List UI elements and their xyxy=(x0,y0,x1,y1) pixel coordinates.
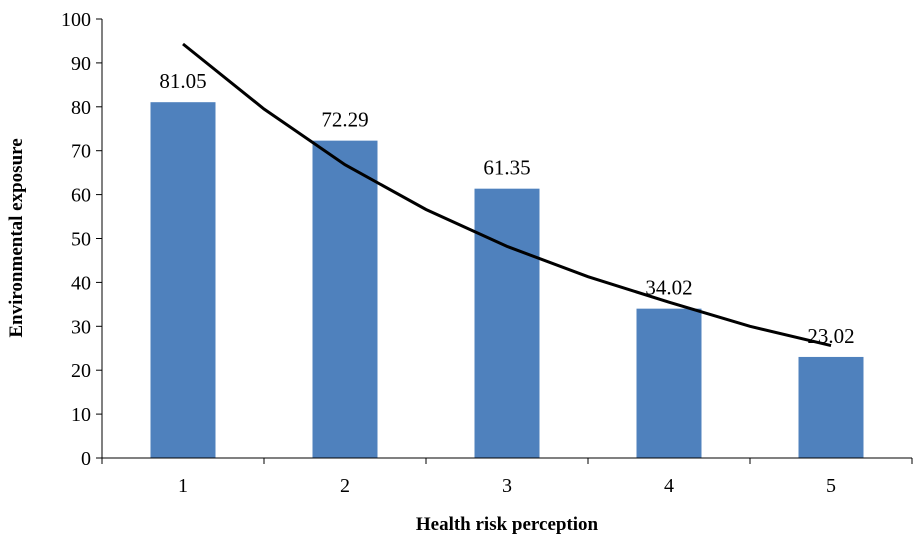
data-label-1: 81.05 xyxy=(159,69,206,93)
y-tick-label: 40 xyxy=(71,272,91,294)
trendline xyxy=(182,42,832,348)
y-tick-label: 10 xyxy=(71,404,91,426)
y-tick-label: 90 xyxy=(71,53,91,75)
x-axis: 1 2 3 4 5 xyxy=(101,457,913,497)
y-tick-label: 100 xyxy=(61,9,91,31)
y-tick-label: 50 xyxy=(71,229,91,251)
bar-2 xyxy=(312,140,378,458)
x-tick-label: 1 xyxy=(178,475,188,497)
x-tick-label: 5 xyxy=(826,475,836,497)
bar-4 xyxy=(636,308,702,458)
y-tick-label: 0 xyxy=(81,448,91,470)
data-label-2: 72.29 xyxy=(321,108,368,132)
y-tick-label: 70 xyxy=(71,141,91,163)
y-tick-label: 60 xyxy=(71,185,91,207)
y-axis: 0 10 20 30 40 50 60 70 80 90 100 xyxy=(61,9,103,470)
y-axis-title: Environmental exposure xyxy=(6,138,27,337)
data-label-5: 23.02 xyxy=(807,324,854,348)
data-label-3: 61.35 xyxy=(483,156,530,180)
y-tick-label: 20 xyxy=(71,360,91,382)
y-tick-label: 80 xyxy=(71,97,91,119)
data-labels-group: 81.05 72.29 61.35 34.02 23.02 xyxy=(159,69,854,348)
x-tick-label: 3 xyxy=(502,475,512,497)
bar-1 xyxy=(150,102,216,459)
bar-5 xyxy=(798,356,864,458)
bars-group xyxy=(150,102,864,459)
x-tick-label: 2 xyxy=(340,475,350,497)
bar-3 xyxy=(474,188,540,458)
x-tick-label: 4 xyxy=(664,475,674,497)
x-axis-title: Health risk perception xyxy=(416,514,599,535)
data-label-4: 34.02 xyxy=(645,276,692,300)
y-tick-label: 30 xyxy=(71,316,91,338)
